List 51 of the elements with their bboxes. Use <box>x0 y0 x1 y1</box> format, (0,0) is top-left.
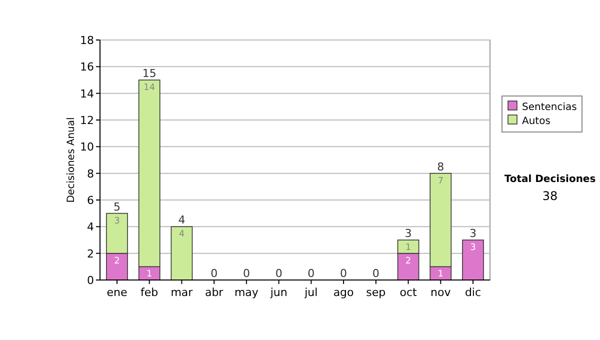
x-tick-label: jul <box>304 286 318 299</box>
data-label: 1 <box>146 270 152 280</box>
total-label: 5 <box>113 200 120 214</box>
total-label: 3 <box>470 227 477 240</box>
data-label: 7 <box>438 176 444 186</box>
data-label: 4 <box>178 230 185 240</box>
total-label: 0 <box>308 267 315 280</box>
data-label: 1 <box>438 270 444 280</box>
y-tick-label: 6 <box>87 194 94 207</box>
total-label: 0 <box>275 267 282 280</box>
data-label: 14 <box>144 83 156 93</box>
x-tick-label: jun <box>269 286 288 299</box>
x-tick-label: mar <box>170 286 194 299</box>
total-label: 0 <box>340 267 348 280</box>
x-tick-label: sep <box>366 286 386 299</box>
total-label: 0 <box>372 267 380 280</box>
data-label: 2 <box>114 256 120 266</box>
total-label: 0 <box>242 267 250 280</box>
x-tick-label: dic <box>464 286 482 299</box>
total-label: 15 <box>142 67 156 80</box>
data-label: 3 <box>114 216 120 226</box>
x-tick-label: ene <box>106 286 128 299</box>
y-tick-label: 12 <box>80 114 94 127</box>
bar <box>170 226 193 280</box>
y-tick-label: 16 <box>80 60 94 74</box>
y-tick-label: 18 <box>80 34 94 47</box>
total-label: 3 <box>404 227 412 240</box>
total-label: 0 <box>210 267 218 280</box>
y-tick-label: 4 <box>87 220 94 234</box>
x-tick-label: feb <box>140 286 158 299</box>
total-label: 8 <box>437 160 444 174</box>
text: Total Decisiones <box>504 174 596 185</box>
legend-label: Sentencias <box>522 102 577 113</box>
bar <box>462 240 484 280</box>
data-label: 1 <box>405 243 412 253</box>
data-label: 3 <box>470 243 476 253</box>
y-tick-label: 0 <box>87 274 94 287</box>
data-label: 2 <box>405 256 412 266</box>
y-tick-label: 8 <box>87 167 94 180</box>
y-tick-label: 14 <box>80 87 94 100</box>
y-axis-title: Decisiones Anual <box>66 117 77 203</box>
x-tick-label: ago <box>333 286 354 299</box>
y-tick-label: 2 <box>87 247 94 260</box>
x-tick-label: nov <box>430 286 452 299</box>
x-tick-label: oct <box>400 286 418 299</box>
x-tick-label: may <box>234 286 259 299</box>
x-tick-label: abr <box>204 286 224 299</box>
text: 38 <box>542 189 558 203</box>
legend-label: Autos <box>522 116 550 127</box>
total-label: 4 <box>178 214 186 227</box>
y-tick-label: 10 <box>80 140 94 154</box>
